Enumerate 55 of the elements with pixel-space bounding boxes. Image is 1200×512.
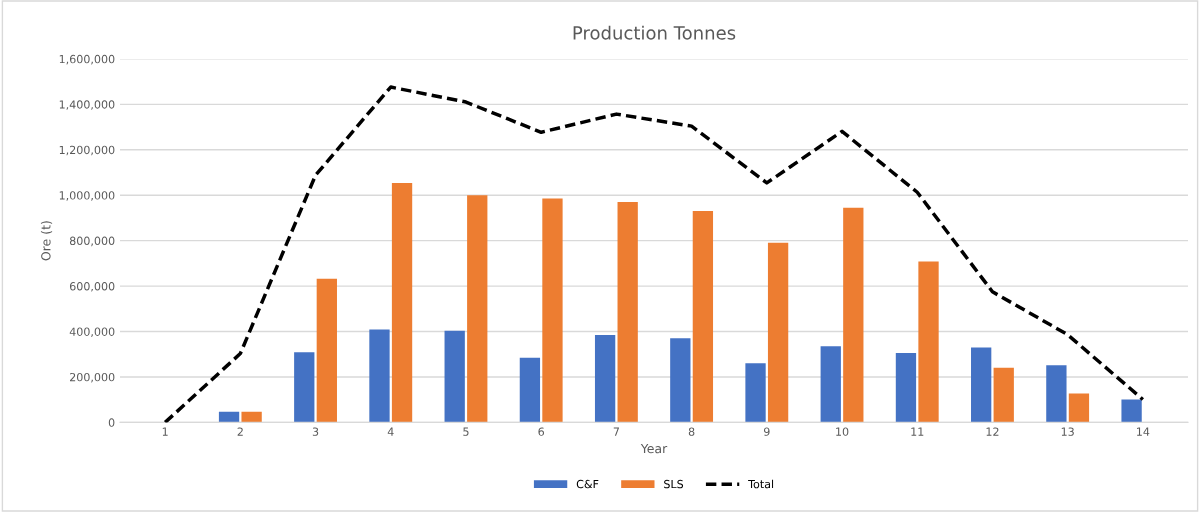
bar bbox=[444, 330, 465, 423]
bar bbox=[218, 411, 240, 423]
legend-label: Total bbox=[748, 479, 774, 489]
bar bbox=[241, 411, 262, 423]
x-tick-label: 14 bbox=[1137, 427, 1150, 436]
x-tick-label: 2 bbox=[237, 427, 243, 436]
bar bbox=[1046, 365, 1067, 423]
x-tick-label: 5 bbox=[463, 427, 469, 436]
y-axis-title: Ore (t) bbox=[40, 221, 53, 261]
bar bbox=[767, 242, 789, 423]
chart-title: Production Tonnes bbox=[573, 25, 736, 40]
bar bbox=[294, 352, 315, 423]
x-tick-label: 6 bbox=[538, 427, 545, 436]
y-tick-label: 800,000 bbox=[69, 236, 115, 247]
bar bbox=[843, 207, 864, 423]
bar bbox=[1121, 399, 1142, 423]
bar bbox=[316, 278, 337, 423]
x-tick-label: 1 bbox=[162, 427, 168, 436]
bar bbox=[692, 211, 714, 423]
x-axis-title: Year bbox=[640, 443, 668, 454]
x-tick-label: 10 bbox=[836, 427, 849, 436]
legend-label: C&F bbox=[576, 479, 599, 489]
y-tick-label: 1,200,000 bbox=[59, 145, 115, 156]
legend-label: SLS bbox=[664, 479, 684, 489]
y-tick-label: 200,000 bbox=[70, 372, 115, 383]
bar bbox=[670, 338, 691, 423]
bar bbox=[918, 261, 939, 423]
x-tick-label: 13 bbox=[1061, 427, 1074, 436]
bar bbox=[594, 334, 616, 423]
bar bbox=[993, 367, 1014, 423]
bar bbox=[519, 357, 541, 423]
bar bbox=[895, 353, 917, 423]
x-tick-label: 12 bbox=[986, 427, 999, 436]
bar bbox=[745, 363, 766, 423]
y-tick-label: 1,400,000 bbox=[59, 100, 115, 110]
bar bbox=[617, 202, 638, 423]
y-tick-label: 0 bbox=[108, 418, 115, 427]
x-tick-label: 11 bbox=[911, 427, 924, 436]
bar bbox=[391, 182, 413, 423]
bar bbox=[542, 198, 563, 423]
y-tick-label: 1,000,000 bbox=[59, 191, 115, 201]
bar bbox=[467, 195, 488, 423]
bar bbox=[369, 329, 390, 423]
x-tick-label: 9 bbox=[763, 427, 770, 436]
x-tick-label: 8 bbox=[688, 427, 695, 436]
x-tick-label: 7 bbox=[613, 427, 619, 436]
y-tick-label: 1,600,000 bbox=[59, 54, 115, 65]
bar bbox=[1068, 393, 1090, 423]
y-tick-label: 400,000 bbox=[69, 327, 115, 338]
y-tick-label: 600,000 bbox=[69, 282, 115, 292]
x-tick-label: 4 bbox=[387, 427, 394, 436]
line-series bbox=[163, 85, 1145, 423]
x-tick-label: 3 bbox=[312, 427, 319, 436]
bar bbox=[971, 347, 992, 423]
bar bbox=[820, 346, 841, 423]
